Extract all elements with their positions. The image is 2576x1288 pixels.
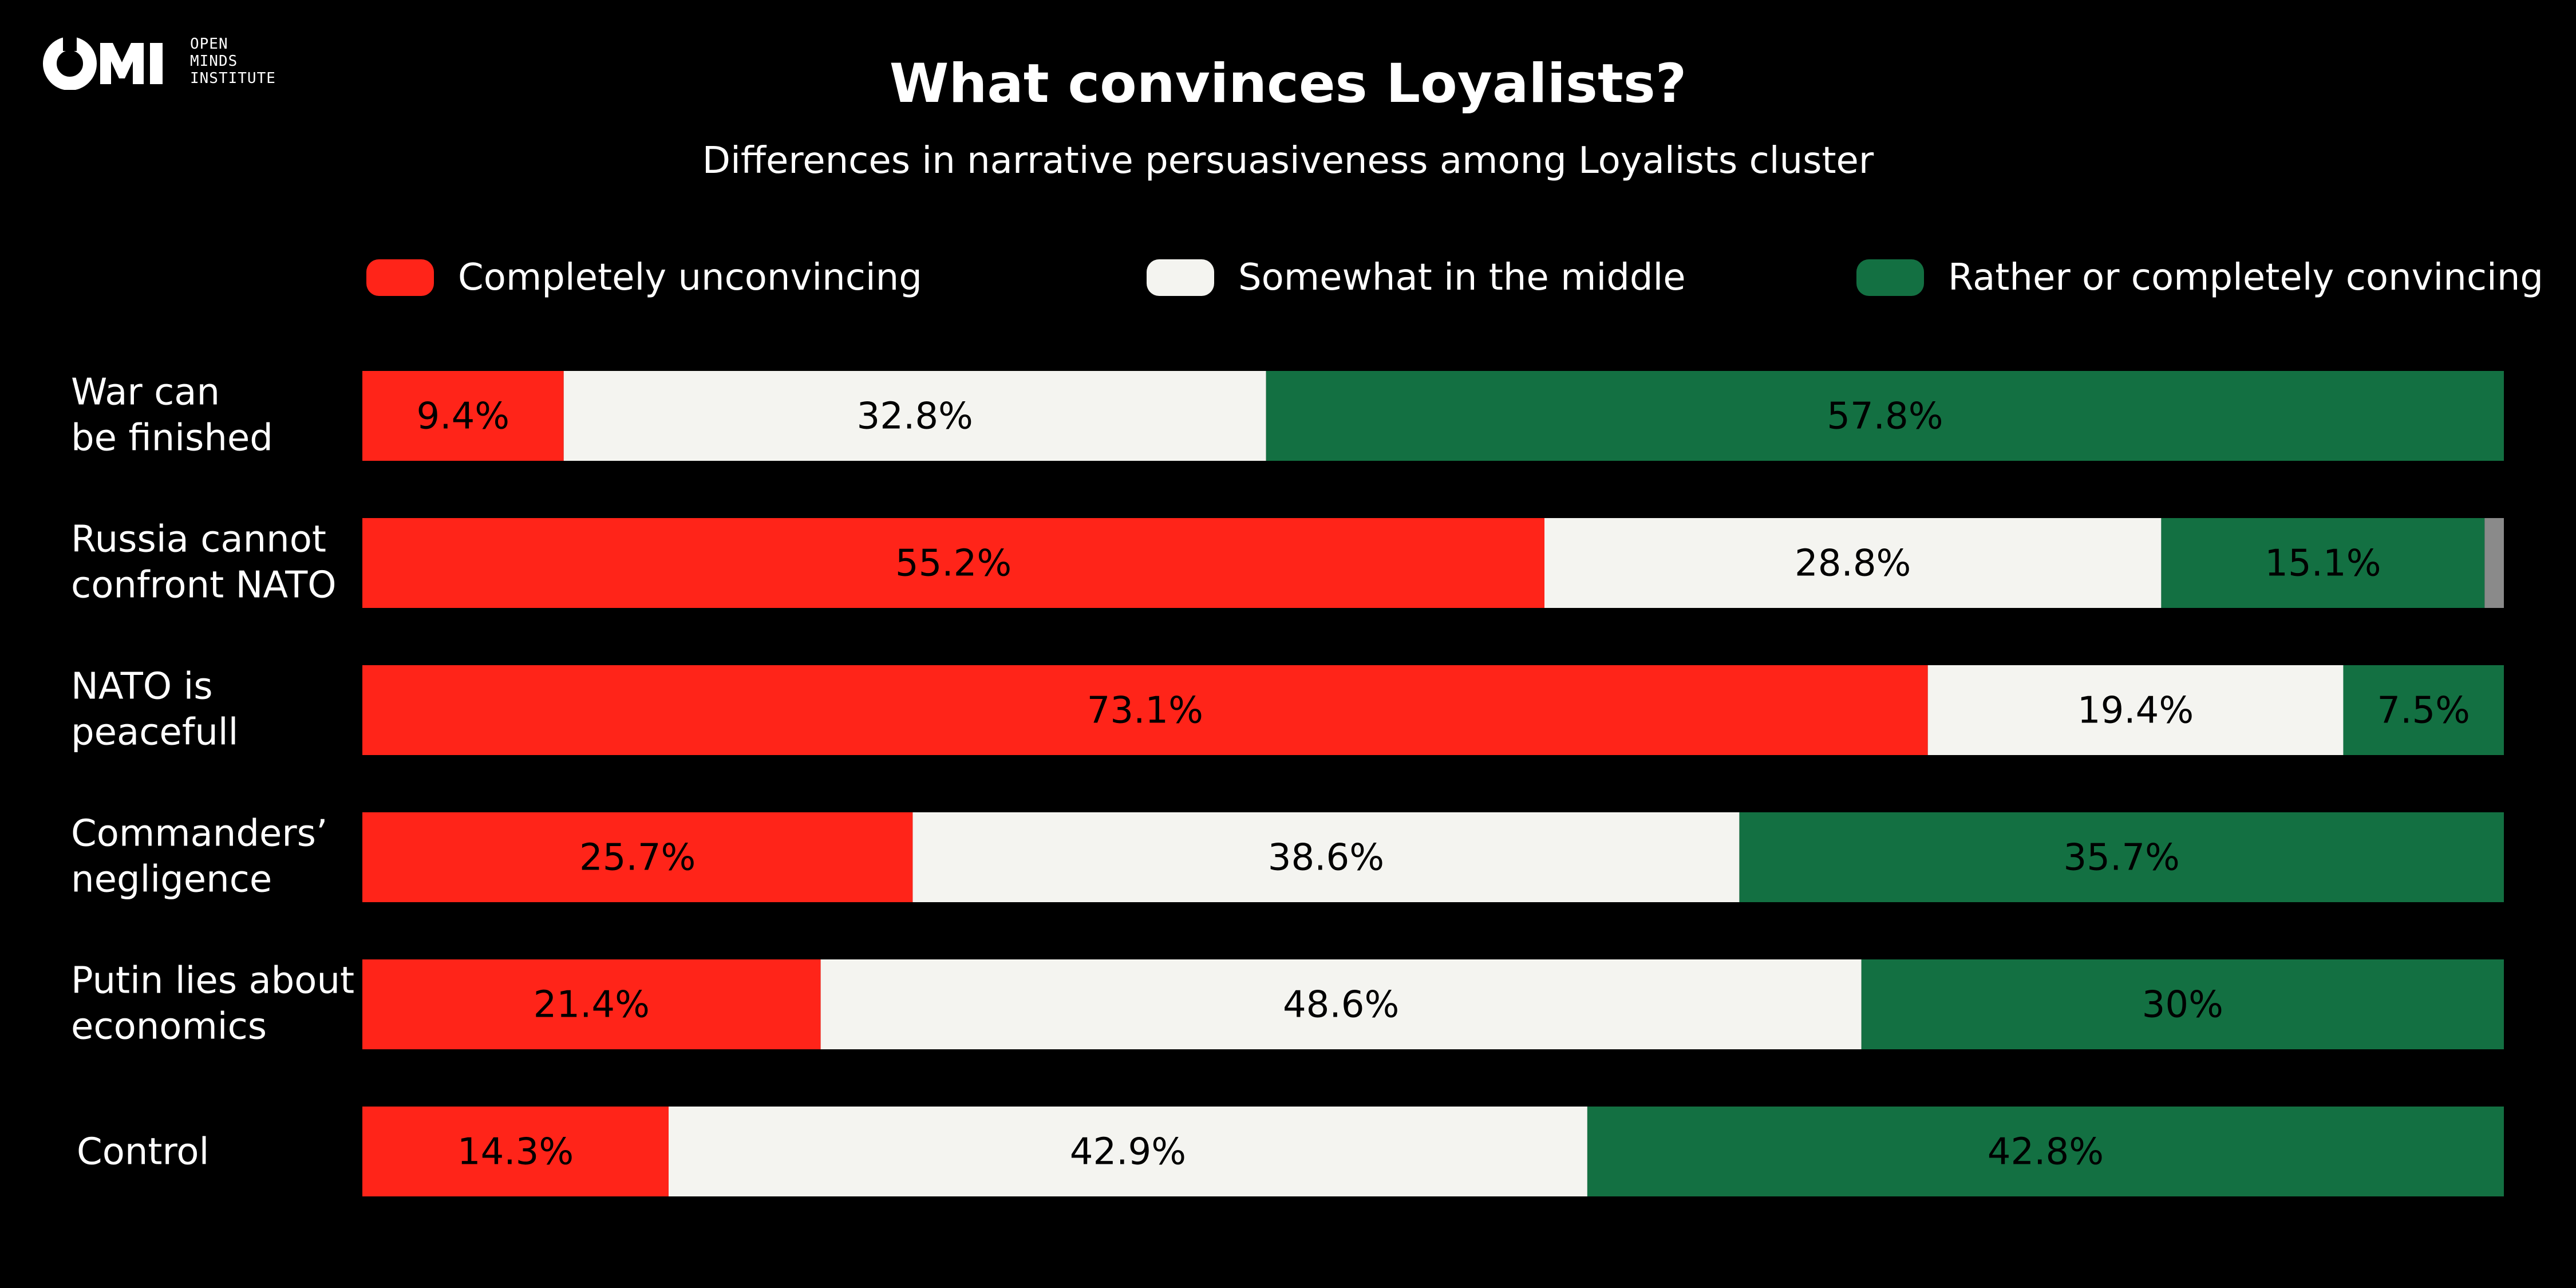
category-label: Russia cannot confront NATO [71,519,337,607]
category-label-line: peacefull [71,712,238,754]
data-label: 19.4% [2077,690,2194,732]
legend-swatch-unconvincing [366,259,434,296]
data-label: 42.9% [1070,1131,1186,1174]
bar-segment [820,959,1862,1049]
data-label: 38.6% [1268,837,1384,879]
category-label-line: NATO is [71,666,213,708]
omi-logo: OPEN MINDS INSTITUTE [41,30,276,93]
bar-segment [1266,371,2504,461]
bar-segment [1861,959,2504,1049]
data-label: 21.4% [534,984,650,1026]
data-label: 73.1% [1087,690,1203,732]
bar-segment [2161,518,2485,608]
category-label: Putin lies about economics [71,960,354,1048]
legend-label-unconvincing: Completely unconvincing [458,256,922,299]
category-label-line: Putin lies about [71,960,354,1002]
bar-segment [362,812,913,902]
chart-subtitle: Differences in narrative persuasiveness … [702,140,1874,182]
category-label: War can be finished [71,372,273,460]
category-label: NATO is peacefull [71,666,238,754]
bar-segment [1544,518,2162,608]
category-label-line: negligence [71,859,272,901]
data-label: 32.8% [857,396,973,438]
bar-segment [2343,665,2504,755]
data-label: 55.2% [895,543,1012,585]
logo-text-line: MINDS [190,53,238,70]
legend-item-convincing: Rather or completely convincing [1856,255,2543,301]
data-label: 25.7% [579,837,696,879]
data-label: 48.6% [1283,984,1399,1026]
legend-label-convincing: Rather or completely convincing [1948,256,2543,299]
category-label-line: Commanders’ [71,813,327,855]
data-label: 57.8% [1827,396,1943,438]
category-label-line: War can [71,372,220,414]
bar-segment [362,371,564,461]
omi-logo-mark [43,34,163,90]
bar-segment [669,1107,1587,1196]
legend-item-unconvincing: Completely unconvincing [366,255,922,301]
category-label-line: Control [77,1131,209,1174]
legend-label-middle: Somewhat in the middle [1238,256,1686,299]
category-label-line: confront NATO [71,564,337,607]
data-label: 14.3% [457,1131,574,1174]
data-label: 42.8% [1988,1131,2104,1174]
chart-title: What convinces Loyalists? [889,53,1687,115]
data-label: 7.5% [2377,690,2470,732]
bar-segment [1927,665,2344,755]
bar-segment [1587,1107,2504,1196]
bar-segment [2484,518,2504,608]
logo-text-line: INSTITUTE [190,70,276,87]
bar-segment [362,1107,669,1196]
logo-text: OPEN MINDS INSTITUTE [190,35,276,87]
data-label: 35.7% [2064,837,2180,879]
category-label: Commanders’ negligence [71,813,327,901]
category-label: Control [77,1131,209,1174]
bar-segment [912,812,1740,902]
bar-segment [362,959,821,1049]
legend-swatch-convincing [1856,259,1924,296]
data-label: 28.8% [1795,543,1911,585]
legend-swatch-middle [1147,259,1214,296]
category-label-line: be finished [71,417,273,460]
bar-segment [1739,812,2504,902]
data-label: 30% [2142,984,2223,1026]
data-label: 9.4% [417,396,510,438]
legend-item-middle: Somewhat in the middle [1147,255,1686,301]
category-label-line: Russia cannot [71,519,326,561]
category-label-line: economics [71,1006,267,1048]
bar-segment [362,518,1544,608]
bar-segment [563,371,1266,461]
bar-segment [362,665,1928,755]
logo-text-line: OPEN [190,35,228,53]
data-label: 15.1% [2265,543,2381,585]
